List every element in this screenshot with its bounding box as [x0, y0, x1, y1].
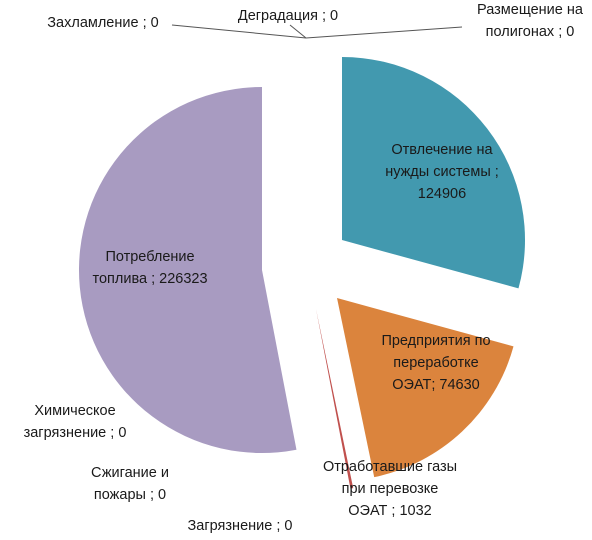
leader-line-2	[306, 27, 462, 38]
data-label-9: Размещение на полигонах ; 0	[477, 2, 584, 40]
leader-line-1	[290, 25, 306, 38]
data-label-7: Захламление ; 0	[47, 15, 158, 31]
data-label-2: Отработавшие газы при перевозке ОЭАТ ; 103…	[323, 459, 457, 519]
data-label-4: Сжигание и пожары ; 0	[91, 465, 169, 503]
pie-slice-6	[79, 87, 296, 453]
data-label-5: Химическое загрязнение ; 0	[24, 403, 127, 441]
leader-line-0	[172, 25, 306, 38]
data-label-3: Загрязнение ; 0	[188, 518, 293, 534]
data-label-1: Предприятия по переработке ОЭАТ; 74630	[381, 333, 490, 393]
data-label-8: Деградация ; 0	[238, 8, 338, 24]
leader-lines	[172, 25, 462, 38]
